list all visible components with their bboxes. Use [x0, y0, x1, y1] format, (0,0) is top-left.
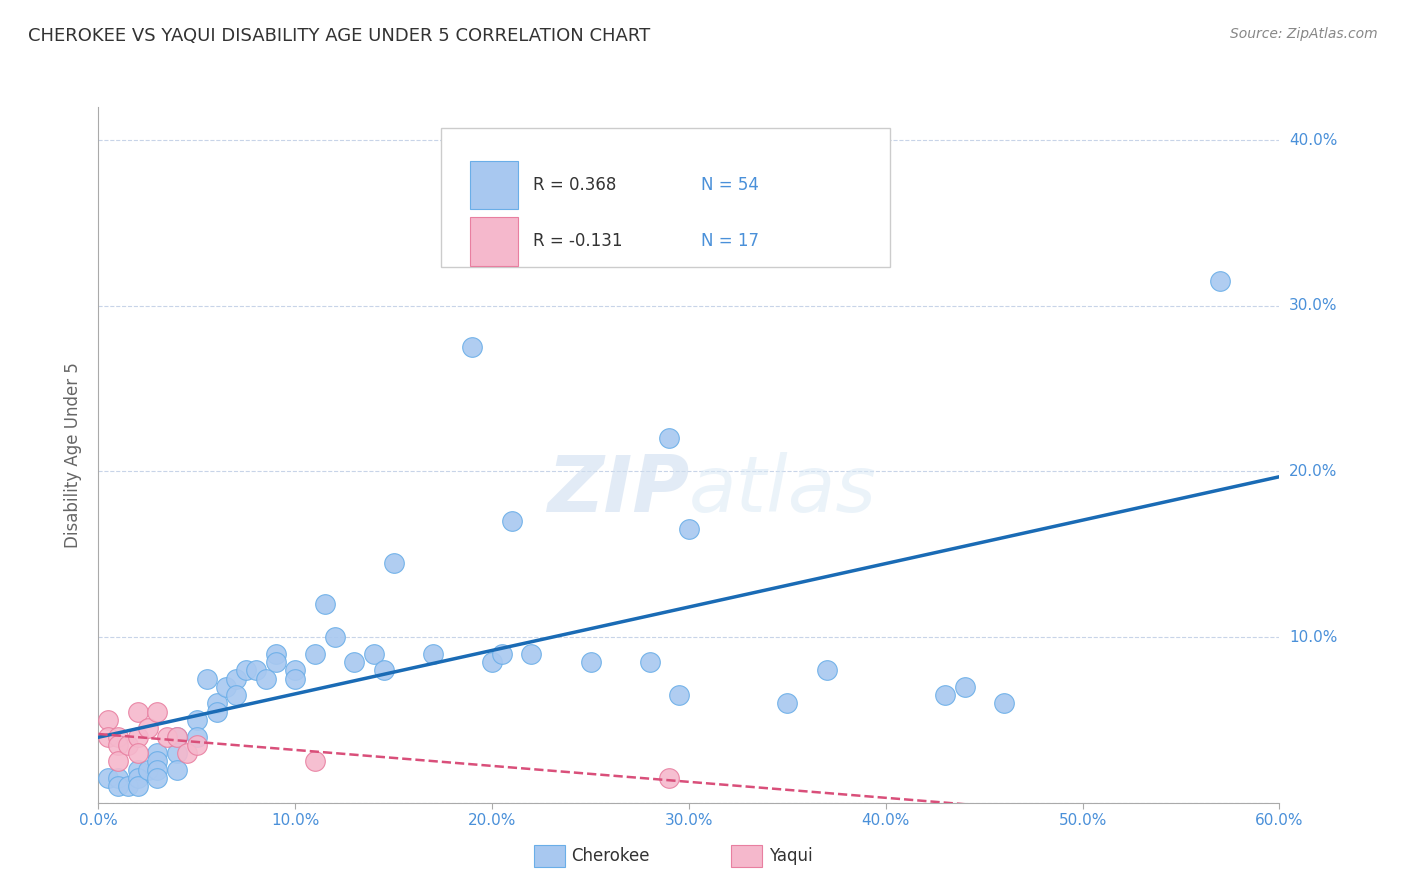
Point: [186, 713, 208, 727]
FancyBboxPatch shape: [441, 128, 890, 267]
Point: [127, 763, 149, 777]
Point: [195, 672, 218, 686]
Point: [127, 779, 149, 793]
Point: [117, 738, 139, 752]
Point: [146, 763, 169, 777]
Point: [520, 647, 543, 661]
Point: [107, 771, 129, 785]
Point: [97, 730, 120, 744]
Point: [127, 730, 149, 744]
Point: [658, 771, 681, 785]
Point: [136, 721, 159, 735]
Bar: [471, 161, 517, 210]
Point: [678, 523, 700, 537]
Point: [235, 663, 257, 677]
Point: [934, 688, 956, 702]
Point: [176, 746, 198, 760]
Text: R = 0.368: R = 0.368: [533, 176, 616, 194]
Point: [245, 663, 267, 677]
Point: [225, 672, 247, 686]
Point: [205, 697, 228, 711]
Point: [264, 655, 287, 669]
Point: [117, 779, 139, 793]
Point: [97, 771, 120, 785]
Point: [166, 746, 188, 760]
Point: [422, 647, 444, 661]
Point: [323, 630, 346, 644]
Point: [481, 655, 503, 669]
Text: 20.0%: 20.0%: [1289, 464, 1337, 479]
Point: [638, 655, 661, 669]
Point: [314, 597, 336, 611]
Text: 30.0%: 30.0%: [1289, 298, 1337, 313]
Point: [127, 746, 149, 760]
Point: [1209, 274, 1232, 288]
Text: CHEROKEE VS YAQUI DISABILITY AGE UNDER 5 CORRELATION CHART: CHEROKEE VS YAQUI DISABILITY AGE UNDER 5…: [28, 27, 651, 45]
Point: [107, 755, 129, 769]
Point: [953, 680, 976, 694]
Text: Source: ZipAtlas.com: Source: ZipAtlas.com: [1230, 27, 1378, 41]
Point: [491, 647, 513, 661]
Point: [136, 763, 159, 777]
Point: [668, 688, 690, 702]
Text: Yaqui: Yaqui: [769, 847, 813, 865]
Point: [205, 705, 228, 719]
Point: [127, 771, 149, 785]
Point: [993, 697, 1015, 711]
Point: [146, 746, 169, 760]
Point: [579, 655, 602, 669]
Point: [127, 705, 149, 719]
Point: [343, 655, 366, 669]
Point: [501, 514, 523, 528]
Point: [107, 738, 129, 752]
Point: [107, 779, 129, 793]
Point: [284, 663, 307, 677]
Point: [156, 730, 179, 744]
Point: [373, 663, 395, 677]
Text: R = -0.131: R = -0.131: [533, 232, 623, 251]
Point: [815, 663, 838, 677]
Point: [97, 713, 120, 727]
Point: [461, 340, 484, 354]
Text: N = 17: N = 17: [700, 232, 759, 251]
Text: 10.0%: 10.0%: [1289, 630, 1337, 645]
Point: [264, 647, 287, 661]
Point: [284, 672, 307, 686]
Point: [225, 688, 247, 702]
Text: Cherokee: Cherokee: [571, 847, 650, 865]
Point: [363, 647, 385, 661]
Point: [304, 755, 326, 769]
Text: N = 54: N = 54: [700, 176, 759, 194]
Point: [146, 755, 169, 769]
Point: [186, 738, 208, 752]
Point: [658, 431, 681, 445]
Y-axis label: Disability Age Under 5: Disability Age Under 5: [65, 362, 83, 548]
Text: atlas: atlas: [689, 451, 877, 528]
Text: 40.0%: 40.0%: [1289, 133, 1337, 148]
Point: [166, 730, 188, 744]
Point: [146, 705, 169, 719]
Point: [107, 730, 129, 744]
Point: [146, 771, 169, 785]
Point: [166, 763, 188, 777]
Point: [215, 680, 238, 694]
Point: [254, 672, 277, 686]
Point: [776, 697, 799, 711]
Point: [304, 647, 326, 661]
Bar: [471, 217, 517, 266]
Point: [166, 730, 188, 744]
Text: ZIP: ZIP: [547, 451, 689, 528]
Point: [186, 730, 208, 744]
Point: [382, 556, 405, 570]
